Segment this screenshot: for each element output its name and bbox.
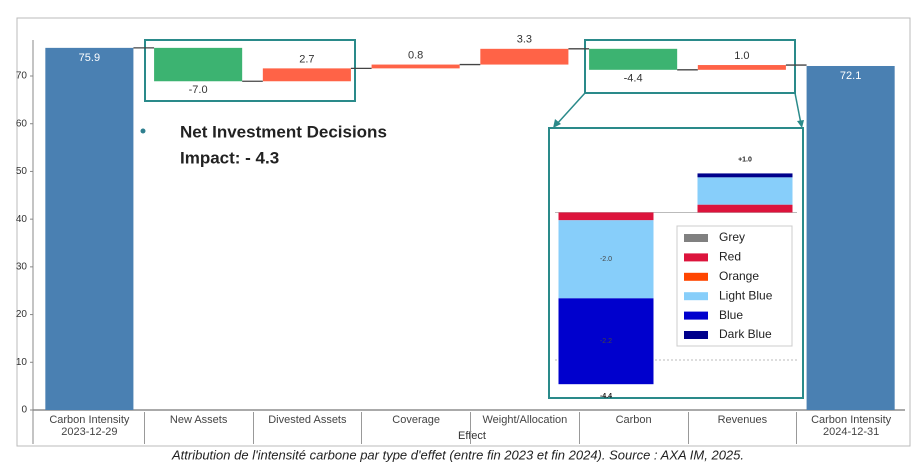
legend-label: Dark Blue: [719, 327, 772, 341]
arrow: [794, 92, 802, 125]
inset-total-label: -4.4: [600, 393, 612, 400]
arrow: [555, 92, 586, 126]
x-tick-label: Weight/Allocation: [470, 412, 579, 444]
inset-bar: [697, 173, 793, 178]
value-label: 0.8: [408, 49, 423, 61]
legend-label: Light Blue: [719, 288, 773, 302]
value-label: -7.0: [189, 84, 208, 96]
inset-total-label: +1.0: [738, 156, 752, 163]
legend-swatch: [684, 253, 708, 262]
bullet: [140, 128, 146, 134]
value-label: 3.3: [517, 34, 532, 46]
arrow-head: [553, 119, 561, 128]
x-tick-label: Carbon Intensity 2023-12-29: [49, 414, 130, 438]
x-tick-label: Carbon Intensity 2024-12-31: [796, 412, 905, 444]
x-tick-label: Carbon: [578, 412, 688, 444]
x-tick-label: New Assets: [143, 412, 253, 444]
bar: [806, 65, 895, 410]
legend: [676, 225, 793, 347]
y-tick-label: 30: [16, 262, 28, 273]
highlight-box: [144, 39, 356, 102]
legend-swatch: [684, 311, 708, 320]
inset-bar: [558, 212, 654, 221]
annotation: Net Investment Decisions: [180, 122, 387, 141]
y-tick-label: 70: [16, 71, 28, 82]
x-axis-label: Effect: [458, 430, 486, 442]
legend-swatch: [684, 331, 708, 339]
bar: [697, 65, 786, 70]
legend-swatch: [684, 292, 708, 301]
y-tick-label: 60: [16, 118, 28, 129]
annotation: Impact: - 4.3: [180, 148, 279, 167]
x-tick-label: Coverage: [361, 412, 470, 444]
y-tick-label: 50: [16, 166, 28, 177]
bar: [262, 68, 351, 82]
inset-bar: [558, 220, 654, 299]
inset-bar: [558, 298, 654, 385]
legend-swatch: [684, 272, 708, 281]
y-tick-label: 40: [16, 214, 28, 225]
inset-bar: [697, 177, 793, 205]
bar: [480, 48, 569, 65]
y-tick-label: 0: [21, 405, 27, 416]
legend-label: Orange: [719, 269, 759, 283]
value-label: 2.7: [299, 53, 314, 65]
frame: [16, 17, 911, 447]
value-label: 1.0: [734, 50, 749, 62]
x-tick-label: Divested Assets: [252, 412, 362, 444]
bar: [589, 48, 678, 70]
value-label: 72.1: [840, 70, 861, 82]
inset-value-label: -2.2: [600, 338, 612, 345]
legend-swatch: [684, 234, 708, 242]
caption: Attribution de l'intensité carbone par t…: [171, 447, 744, 462]
y-tick-label: 20: [16, 309, 28, 320]
value-label: 75.9: [79, 52, 100, 64]
inset-value-label: -2.0: [600, 256, 612, 263]
arrow-head: [797, 120, 804, 128]
bar: [371, 64, 460, 69]
legend-label: Blue: [719, 308, 743, 322]
highlight-box: [584, 39, 796, 94]
legend-label: Grey: [719, 230, 745, 244]
value-label: -4.4: [624, 73, 643, 85]
x-tick-label: Revenues: [687, 412, 797, 444]
y-tick-label: 10: [16, 357, 28, 368]
legend-label: Red: [719, 250, 741, 264]
inset-bar: [697, 204, 793, 213]
bar: [154, 47, 243, 82]
bar: [45, 47, 134, 411]
